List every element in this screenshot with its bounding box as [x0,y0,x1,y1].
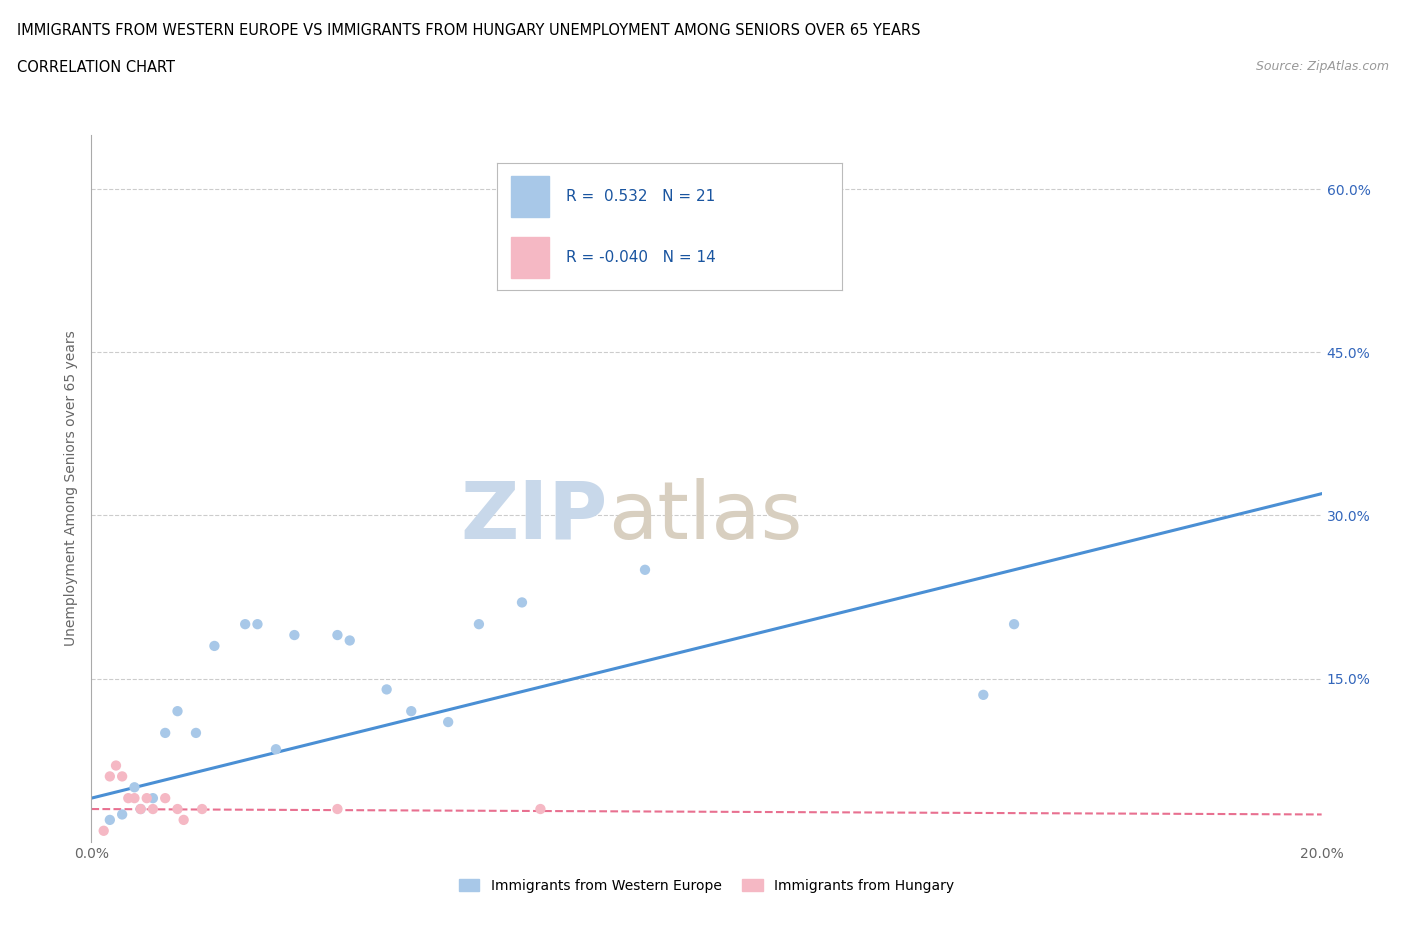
Text: ZIP: ZIP [461,477,607,555]
Point [972,687,994,702]
Point [98,813,121,828]
Point [339,633,361,648]
Text: atlas: atlas [607,477,803,555]
Point [124,780,146,795]
Point [129,802,152,817]
Point [399,704,422,719]
Point [202,639,225,654]
Point [529,802,551,817]
Point [142,802,165,817]
Point [124,790,146,805]
Point [326,628,349,643]
Legend: Immigrants from Western Europe, Immigrants from Hungary: Immigrants from Western Europe, Immigran… [453,873,960,898]
Bar [512,176,548,217]
Y-axis label: Unemployment Among Seniors over 65 years: Unemployment Among Seniors over 65 years [65,330,79,646]
Point [264,742,287,757]
Point [93,823,115,838]
Point [129,802,152,817]
Point [117,790,139,805]
Point [326,802,349,817]
Point [111,807,134,822]
Point [1002,617,1025,631]
Bar [512,237,548,278]
Point [173,813,195,828]
Point [375,682,398,697]
Point [111,769,134,784]
Text: CORRELATION CHART: CORRELATION CHART [17,60,174,75]
Point [283,628,305,643]
Point [166,802,188,817]
Point [191,802,214,817]
Point [142,790,165,805]
Point [233,617,256,631]
Point [246,617,269,631]
Point [135,790,157,805]
Point [437,714,460,729]
Text: R = -0.040   N = 14: R = -0.040 N = 14 [567,250,716,265]
Point [105,758,127,773]
Point [153,725,177,740]
Point [166,704,188,719]
Point [184,725,207,740]
Point [468,617,491,631]
Point [634,563,657,578]
Text: R =  0.532   N = 21: R = 0.532 N = 21 [567,189,716,204]
Text: IMMIGRANTS FROM WESTERN EUROPE VS IMMIGRANTS FROM HUNGARY UNEMPLOYMENT AMONG SEN: IMMIGRANTS FROM WESTERN EUROPE VS IMMIGR… [17,23,921,38]
Point [153,790,177,805]
Text: Source: ZipAtlas.com: Source: ZipAtlas.com [1256,60,1389,73]
Point [510,595,533,610]
Point [818,215,841,230]
Point [98,769,121,784]
